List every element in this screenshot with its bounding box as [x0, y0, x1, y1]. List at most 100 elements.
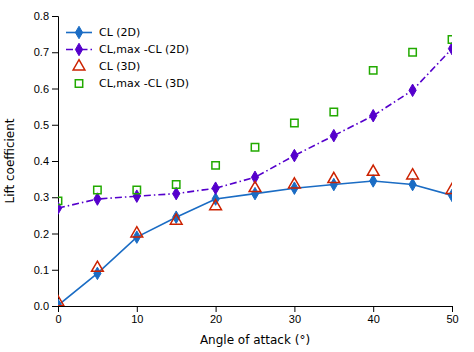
legend-item: CL (2D) [66, 26, 140, 39]
point [249, 181, 261, 191]
point [446, 183, 452, 193]
point [94, 186, 101, 193]
tick-label: 0.2 [34, 228, 49, 240]
point [172, 181, 179, 188]
point [409, 84, 416, 96]
tick-label: 0.8 [34, 10, 49, 22]
tick: 0.7 [34, 46, 58, 58]
legend-label: CL (2D) [99, 26, 140, 39]
point [251, 144, 258, 151]
series [58, 165, 452, 306]
tick-mark [52, 161, 58, 162]
legend-item: CL (3D) [73, 60, 140, 74]
tick-mark [52, 16, 58, 17]
axis-domain [52, 17, 59, 307]
legend-label: CL (3D) [99, 60, 140, 73]
point [212, 162, 219, 169]
tick-mark [52, 197, 58, 198]
legend-item: CL,max -CL (2D) [66, 43, 189, 56]
tick-mark [452, 306, 453, 312]
plot: 0 10 20 30 40 50 0.0 0.1 0.2 0.3 0.4 0.5 0.6 0.7 0.8 CL… [34, 10, 459, 325]
point [409, 178, 416, 190]
legend: CL (2D) CL,max -CL (2D) CL (3D) CL,max -CL … [66, 26, 189, 90]
point [370, 109, 377, 121]
tick: 0.2 [34, 228, 58, 240]
tick-label: 20 [210, 313, 222, 325]
tick-label: 40 [368, 313, 380, 325]
legend-item: CL,max -CL (3D) [75, 77, 189, 90]
tick: 50 [446, 306, 458, 325]
point [409, 49, 416, 56]
tick-mark [52, 234, 58, 235]
tick: 0.1 [34, 264, 58, 276]
point [330, 129, 337, 141]
tick-mark [137, 306, 138, 312]
tick-mark [373, 306, 374, 312]
tick-label: 0 [55, 313, 61, 325]
tick-label: 0.1 [34, 264, 49, 276]
tick-mark [52, 306, 58, 307]
tick: 0.3 [34, 191, 58, 203]
tick: 0.6 [34, 83, 58, 95]
tick: 20 [210, 306, 222, 325]
point [92, 261, 104, 271]
legend-marker [73, 60, 85, 70]
tick-label: 30 [289, 313, 301, 325]
tick: 10 [131, 306, 143, 325]
axis-domain [59, 307, 453, 313]
tick-mark [216, 306, 217, 312]
point [369, 67, 376, 74]
point [407, 169, 419, 179]
tick-label: 10 [131, 313, 143, 325]
point [212, 182, 219, 194]
series [58, 42, 452, 214]
point [448, 42, 452, 54]
point [94, 193, 101, 205]
tick-label: 0.4 [34, 155, 49, 167]
point [58, 296, 64, 306]
point [133, 186, 140, 193]
point [251, 187, 258, 199]
point [291, 119, 298, 126]
tick: 30 [289, 306, 301, 325]
tick: 0 [55, 306, 61, 325]
series [58, 175, 452, 306]
marks [58, 36, 452, 306]
point [330, 108, 337, 115]
y-axis-title: Lift coefficient [3, 118, 17, 203]
tick: 40 [368, 306, 380, 325]
chart: 0 10 20 30 40 50 0.0 0.1 0.2 0.3 0.4 0.5 0.6 0.7 0.8 CL… [0, 0, 474, 352]
point [58, 197, 62, 204]
legend-label: CL,max -CL (3D) [99, 77, 189, 90]
y-axis: 0.0 0.1 0.2 0.3 0.4 0.5 0.6 0.7 0.8 [34, 10, 59, 312]
tick-label: 0.3 [34, 191, 49, 203]
tick-mark [52, 270, 58, 271]
tick: 0.4 [34, 155, 58, 167]
tick-label: 0.6 [34, 83, 49, 95]
x-axis-title: Angle of attack (°) [200, 333, 310, 347]
point [448, 36, 452, 43]
point [170, 214, 182, 224]
point [330, 178, 337, 190]
tick-label: 0.0 [34, 300, 49, 312]
tick-mark [52, 52, 58, 53]
tick-label: 50 [446, 313, 458, 325]
tick-mark [52, 125, 58, 126]
tick-mark [52, 89, 58, 90]
point [131, 227, 143, 237]
legend-marker [75, 26, 82, 38]
tick: 0.0 [34, 300, 58, 312]
legend-marker [75, 80, 82, 87]
point [94, 267, 101, 279]
x-axis: 0 10 20 30 40 50 [55, 306, 458, 325]
tick-mark [294, 306, 295, 312]
point [370, 175, 377, 187]
legend-marker [75, 43, 82, 55]
series [58, 36, 452, 205]
tick-label: 0.5 [34, 119, 49, 131]
tick: 0.5 [34, 119, 58, 131]
point [367, 165, 379, 175]
line [58, 181, 452, 305]
point [133, 190, 140, 202]
point [289, 178, 301, 188]
